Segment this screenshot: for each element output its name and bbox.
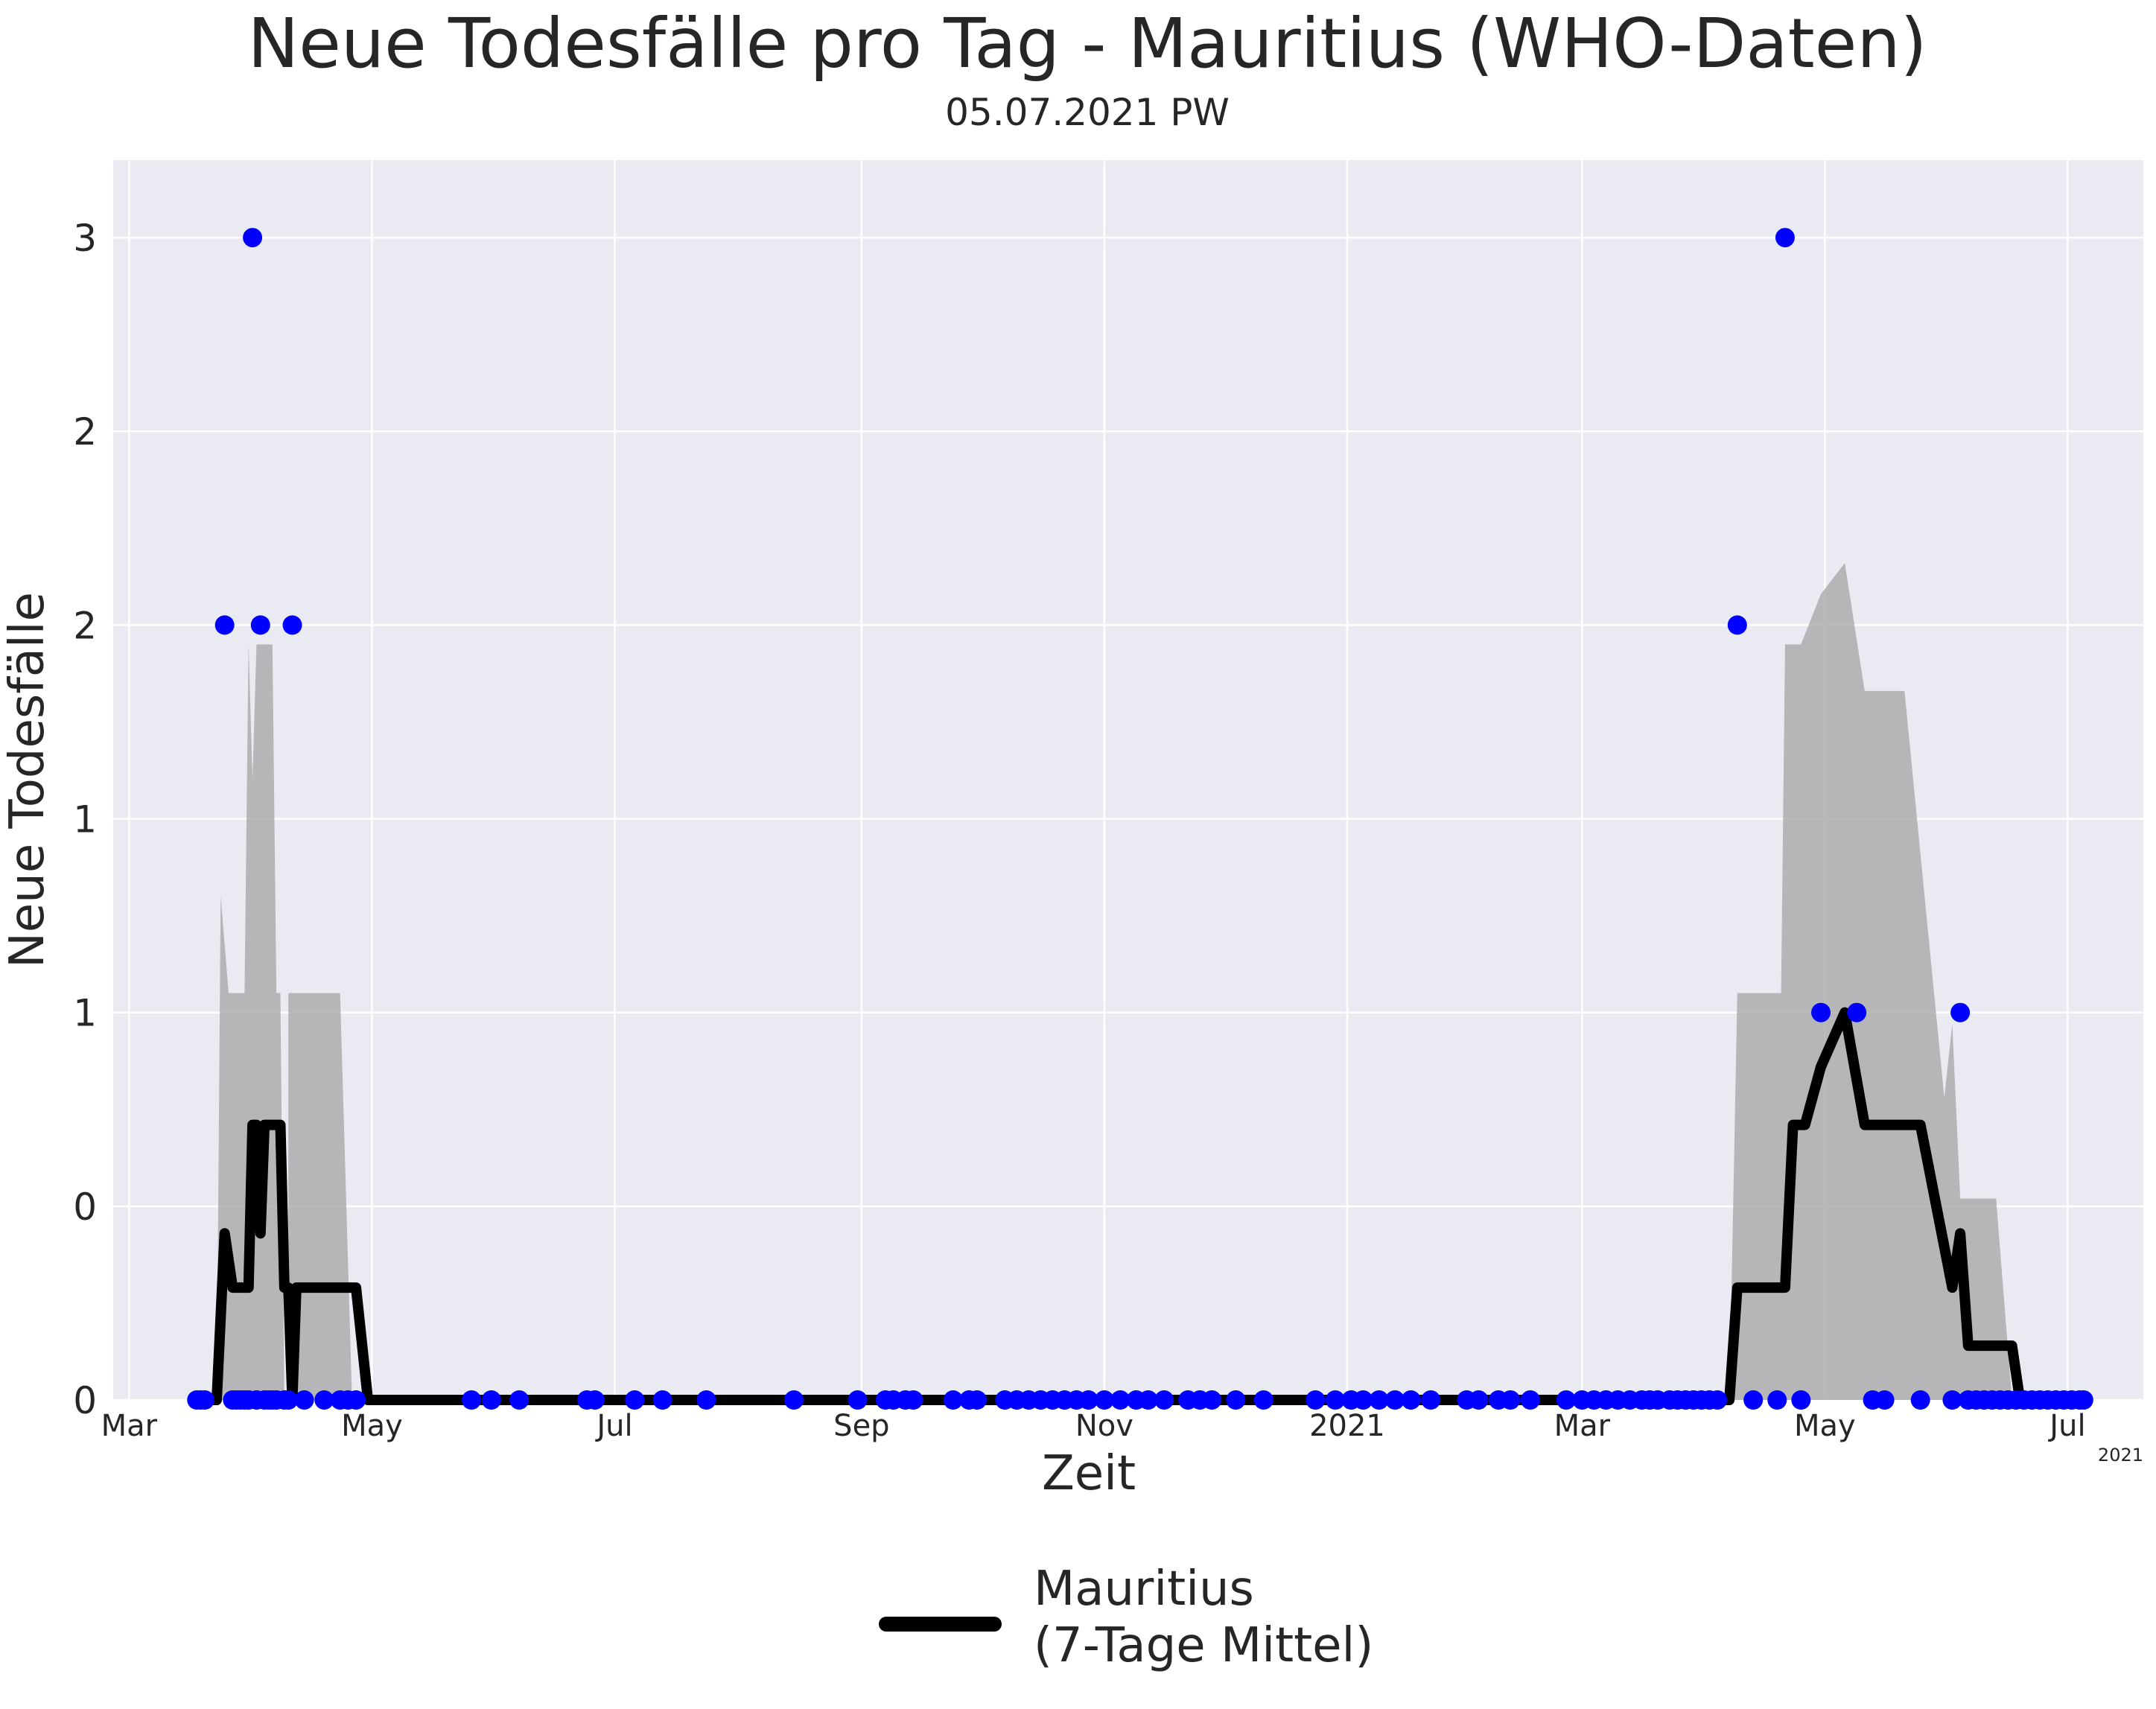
data-point xyxy=(1520,1390,1540,1410)
data-point xyxy=(903,1390,923,1410)
data-point xyxy=(1138,1390,1158,1410)
data-point xyxy=(2073,1390,2093,1410)
data-point xyxy=(1874,1390,1895,1410)
data-point xyxy=(462,1390,482,1410)
data-point xyxy=(1306,1390,1326,1410)
chart-subtitle: 05.07.2021 PW xyxy=(945,91,1230,134)
legend: Mauritius (7-Tage Mittel) xyxy=(879,1562,1373,1673)
legend-label: Mauritius (7-Tage Mittel) xyxy=(1034,1562,1373,1673)
data-point xyxy=(1154,1390,1174,1410)
daily-points xyxy=(187,228,2093,1410)
data-point xyxy=(1385,1390,1405,1410)
data-point xyxy=(1110,1390,1131,1410)
data-point xyxy=(1469,1390,1489,1410)
data-point xyxy=(1202,1390,1222,1410)
data-point xyxy=(294,1390,314,1410)
range-band xyxy=(216,563,2012,1400)
data-point xyxy=(314,1390,334,1410)
data-point xyxy=(848,1390,868,1410)
y-tick-label: 0 xyxy=(73,1379,97,1422)
data-point xyxy=(1727,615,1747,635)
data-point xyxy=(1353,1390,1373,1410)
data-point xyxy=(585,1390,605,1410)
x-tick-label: 2021 xyxy=(1309,1409,1385,1443)
x-tick-label: May xyxy=(1794,1409,1856,1443)
data-point xyxy=(1421,1390,1441,1410)
data-point xyxy=(1847,1002,1867,1022)
data-point xyxy=(1501,1390,1521,1410)
data-point xyxy=(346,1390,366,1410)
x-tick-label: May xyxy=(341,1409,403,1443)
data-point xyxy=(784,1390,804,1410)
data-point xyxy=(1743,1390,1764,1410)
x-axis-offset-label: 2021 xyxy=(2098,1445,2143,1465)
data-point xyxy=(1910,1390,1930,1410)
data-point xyxy=(481,1390,501,1410)
data-point xyxy=(1708,1390,1728,1410)
y-tick-label: 2 xyxy=(73,604,97,647)
data-point xyxy=(243,228,263,248)
data-point xyxy=(509,1390,530,1410)
data-point xyxy=(943,1390,963,1410)
y-tick-label: 3 xyxy=(73,217,97,260)
data-point xyxy=(1369,1390,1389,1410)
data-point xyxy=(1325,1390,1345,1410)
mean-line xyxy=(191,1007,2089,1405)
data-point xyxy=(652,1390,672,1410)
y-axis-label: Neue Todesfälle xyxy=(0,592,55,968)
y-tick-label: 1 xyxy=(73,992,97,1035)
data-point xyxy=(696,1390,716,1410)
chart-title: Neue Todesfälle pro Tag - Mauritius (WHO… xyxy=(247,4,1927,83)
data-point xyxy=(1811,1002,1831,1022)
y-tick-label: 0 xyxy=(73,1186,97,1229)
x-tick-label: Nov xyxy=(1075,1409,1133,1443)
band-segment xyxy=(1729,563,2012,1400)
x-tick-label: Sep xyxy=(833,1409,889,1443)
data-point xyxy=(1767,1390,1787,1410)
x-tick-label: Jul xyxy=(2047,1409,2085,1443)
x-tick-label: Mar xyxy=(101,1409,158,1443)
data-point xyxy=(1942,1390,1962,1410)
x-tick-label: Jul xyxy=(594,1409,632,1443)
y-tick-label: 1 xyxy=(73,798,97,841)
band-segment xyxy=(216,644,284,1400)
band-segment xyxy=(288,993,352,1400)
data-point xyxy=(1094,1390,1114,1410)
data-point xyxy=(1226,1390,1246,1410)
data-point xyxy=(1950,1002,1971,1022)
x-axis-label: Zeit xyxy=(1042,1446,1136,1501)
data-point xyxy=(1775,228,1795,248)
series-line-mauritius xyxy=(191,1007,2089,1405)
data-point xyxy=(967,1390,987,1410)
legend-label-line: (7-Tage Mittel) xyxy=(1034,1618,1373,1673)
legend-label-line: Mauritius xyxy=(1034,1562,1254,1617)
data-point xyxy=(279,1390,299,1410)
data-point xyxy=(1253,1390,1273,1410)
data-point xyxy=(1078,1390,1098,1410)
x-tick-label: Mar xyxy=(1554,1409,1611,1443)
y-axis-ticks: 0 0 1 1 2 2 3 xyxy=(73,217,97,1422)
data-point xyxy=(1556,1390,1576,1410)
data-point xyxy=(282,615,302,635)
data-point xyxy=(625,1390,645,1410)
data-point xyxy=(1401,1390,1421,1410)
data-point xyxy=(1791,1390,1811,1410)
y-tick-label: 2 xyxy=(73,410,97,453)
data-point xyxy=(250,615,270,635)
data-point xyxy=(214,615,235,635)
x-axis-ticks: Mar May Jul Sep Nov 2021 Mar May Jul xyxy=(101,1409,2086,1443)
data-point xyxy=(194,1390,214,1410)
